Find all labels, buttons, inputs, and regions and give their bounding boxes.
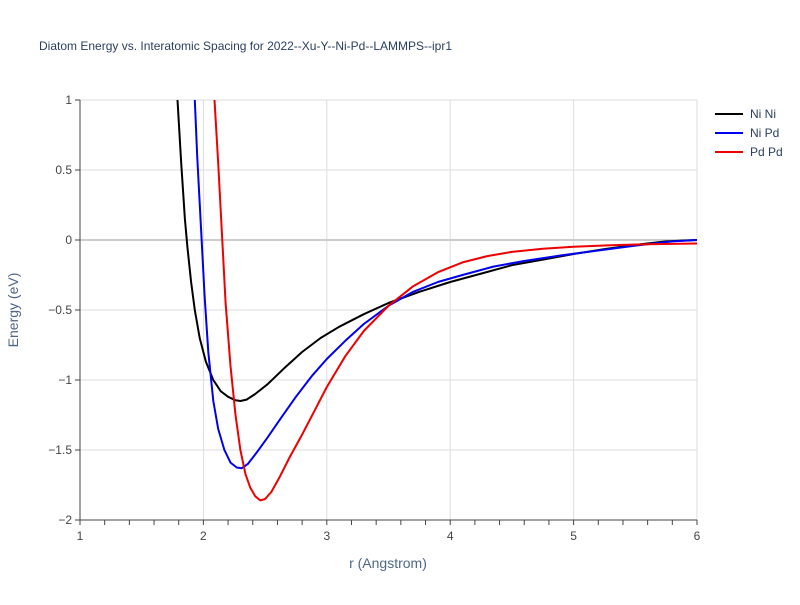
y-tick-label: −0.5: [48, 303, 72, 317]
x-tick-label: 3: [323, 529, 330, 543]
legend-label: Ni Ni: [750, 107, 776, 121]
x-axis-title: r (Angstrom): [349, 555, 427, 571]
y-axis-title: Energy (eV): [5, 273, 21, 348]
series-layer: [176, 100, 698, 502]
series-line-pd-pd[interactable]: [213, 100, 698, 502]
x-tick-label: 2: [200, 529, 207, 543]
legend[interactable]: Ni Ni Ni Pd Pd Pd: [715, 107, 783, 159]
axes: [75, 99, 698, 525]
y-tick-label: −1.5: [48, 443, 72, 457]
y-tick-label: 1: [65, 93, 72, 107]
series-line-ni-ni[interactable]: [176, 100, 698, 402]
series-line-ni-pd[interactable]: [193, 100, 697, 470]
legend-label: Ni Pd: [750, 126, 779, 140]
grid: [80, 99, 698, 520]
y-tick-label: 0: [65, 233, 72, 247]
legend-item[interactable]: Pd Pd: [715, 145, 783, 159]
legend-label: Pd Pd: [750, 145, 783, 159]
y-tick-labels: 1 0.5 0 −0.5 −1 −1.5 −2: [48, 93, 72, 527]
y-tick-label: −2: [58, 513, 72, 527]
x-tick-label: 4: [447, 529, 454, 543]
y-tick-label: −1: [58, 373, 72, 387]
chart-title: Diatom Energy vs. Interatomic Spacing fo…: [39, 39, 452, 53]
x-tick-labels: 1 2 3 4 5 6: [77, 529, 701, 543]
legend-item[interactable]: Ni Ni: [715, 107, 776, 121]
x-tick-label: 1: [77, 529, 84, 543]
y-tick-label: 0.5: [55, 163, 72, 177]
x-tick-label: 5: [570, 529, 577, 543]
legend-item[interactable]: Ni Pd: [715, 126, 779, 140]
x-tick-label: 6: [694, 529, 701, 543]
